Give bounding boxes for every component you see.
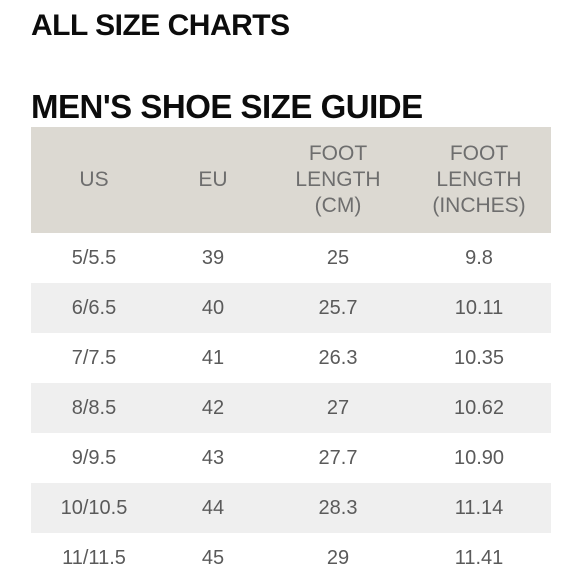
cell-foot-inches: 10.11 bbox=[454, 296, 504, 319]
cell-eu: 42 bbox=[201, 396, 225, 419]
cell-eu: 41 bbox=[201, 346, 225, 369]
cell-us: 7/7.5 bbox=[71, 346, 117, 369]
cell-foot-inches: 11.41 bbox=[454, 546, 504, 569]
header-line: (CM) bbox=[314, 194, 362, 217]
cell-foot-inches: 10.90 bbox=[453, 446, 505, 469]
cell-eu: 43 bbox=[201, 446, 225, 469]
cell-foot-inches: 10.62 bbox=[453, 396, 505, 419]
cell-foot-cm: 28.3 bbox=[318, 496, 358, 519]
cell-eu: 39 bbox=[201, 246, 225, 269]
cell-foot-inches: 10.35 bbox=[453, 346, 505, 369]
column-header-us: US bbox=[31, 127, 157, 233]
table-row: 6/6.5 40 25.7 10.11 bbox=[31, 283, 551, 333]
table-row: 9/9.5 43 27.7 10.90 bbox=[31, 433, 551, 483]
table-row: 8/8.5 42 27 10.62 bbox=[31, 383, 551, 433]
size-guide-table: US EU FOOT LENGTH (CM) FOOT LENGTH (INCH… bbox=[31, 127, 551, 580]
cell-us: 10/10.5 bbox=[60, 496, 128, 519]
table-row: 11/11.5 45 29 11.41 bbox=[31, 533, 551, 580]
cell-us: 8/8.5 bbox=[71, 396, 117, 419]
header-line: US bbox=[79, 168, 109, 191]
cell-foot-cm: 27.7 bbox=[318, 446, 358, 469]
cell-eu: 44 bbox=[201, 496, 225, 519]
cell-foot-cm: 29 bbox=[326, 546, 350, 569]
cell-us: 5/5.5 bbox=[71, 246, 117, 269]
header-line: LENGTH bbox=[436, 168, 522, 191]
table-row: 7/7.5 41 26.3 10.35 bbox=[31, 333, 551, 383]
column-header-foot-length-inches: FOOT LENGTH (INCHES) bbox=[407, 127, 551, 233]
header-line: FOOT bbox=[308, 142, 368, 165]
table-row: 10/10.5 44 28.3 11.14 bbox=[31, 483, 551, 533]
cell-us: 11/11.5 bbox=[62, 546, 126, 569]
cell-foot-inches: 9.8 bbox=[465, 246, 493, 269]
table-row: 5/5.5 39 25 9.8 bbox=[31, 233, 551, 283]
table-header: US EU FOOT LENGTH (CM) FOOT LENGTH (INCH… bbox=[31, 127, 551, 233]
cell-foot-cm: 26.3 bbox=[318, 346, 358, 369]
cell-eu: 45 bbox=[201, 546, 225, 569]
cell-us: 9/9.5 bbox=[71, 446, 117, 469]
page-title: ALL SIZE CHARTS bbox=[31, 9, 290, 42]
cell-us: 6/6.5 bbox=[71, 296, 117, 319]
header-line: FOOT bbox=[449, 142, 509, 165]
cell-foot-cm: 27 bbox=[326, 396, 350, 419]
cell-foot-cm: 25 bbox=[326, 246, 350, 269]
column-header-eu: EU bbox=[157, 127, 269, 233]
cell-foot-inches: 11.14 bbox=[454, 496, 504, 519]
section-title: MEN'S SHOE SIZE GUIDE bbox=[31, 88, 423, 125]
table-body: 5/5.5 39 25 9.8 6/6.5 40 25.7 10.11 7/7.… bbox=[31, 233, 551, 580]
column-header-foot-length-cm: FOOT LENGTH (CM) bbox=[269, 127, 407, 233]
header-line: (INCHES) bbox=[432, 194, 526, 217]
header-row: US EU FOOT LENGTH (CM) FOOT LENGTH (INCH… bbox=[31, 127, 551, 233]
cell-eu: 40 bbox=[201, 296, 225, 319]
header-line: EU bbox=[198, 168, 228, 191]
cell-foot-cm: 25.7 bbox=[318, 296, 358, 319]
header-line: LENGTH bbox=[295, 168, 381, 191]
